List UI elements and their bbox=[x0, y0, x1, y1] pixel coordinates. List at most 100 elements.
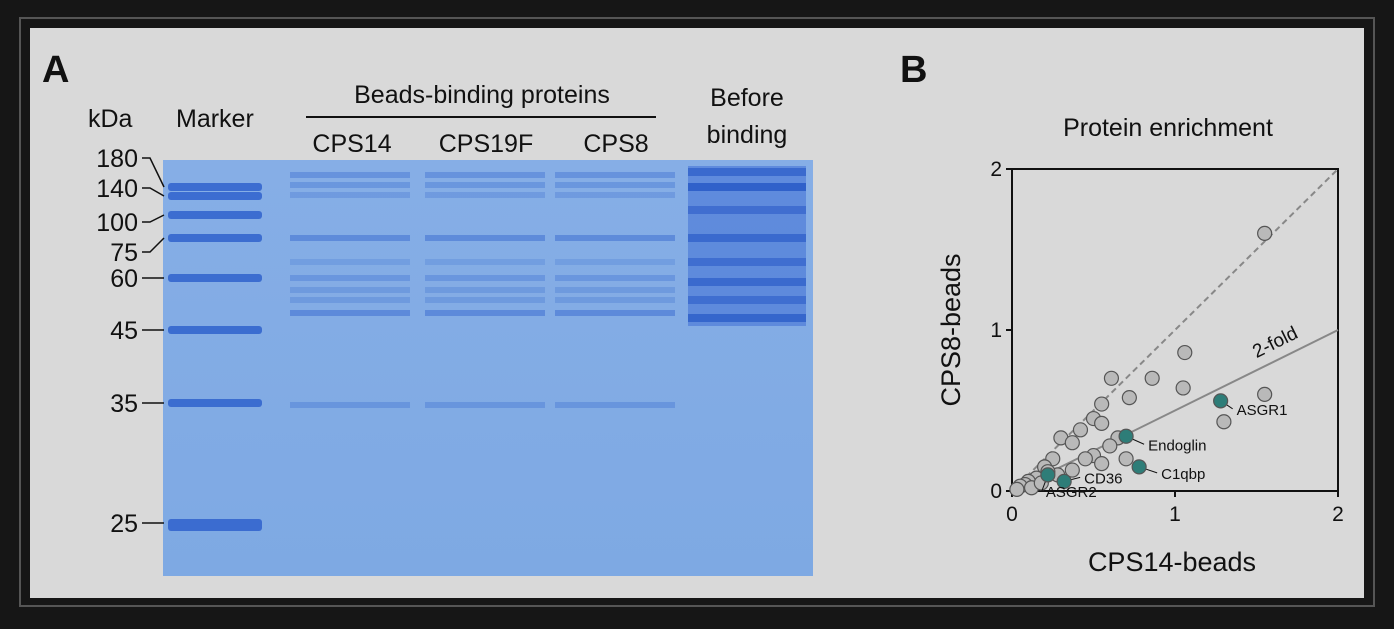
gel-band bbox=[425, 297, 545, 303]
point-label: ASGR1 bbox=[1237, 402, 1288, 419]
gel-band bbox=[555, 402, 675, 408]
chart-title: Protein enrichment bbox=[1063, 114, 1273, 142]
gel bbox=[163, 160, 813, 576]
unit-label: kDa bbox=[88, 105, 133, 133]
point-label: C1qbp bbox=[1161, 466, 1205, 483]
marker-size-label: 75 bbox=[110, 239, 138, 267]
marker-label: Marker bbox=[176, 105, 254, 133]
lane-label: CPS8 bbox=[583, 130, 648, 158]
point-label: CD36 bbox=[1084, 470, 1122, 487]
data-point bbox=[1072, 422, 1089, 438]
data-point bbox=[1094, 396, 1110, 412]
group-label: Beads-binding proteins bbox=[354, 81, 610, 109]
gel-band bbox=[168, 519, 262, 531]
marker-size-label: 35 bbox=[110, 390, 138, 418]
gel-band bbox=[555, 182, 675, 188]
gel-band bbox=[555, 172, 675, 178]
data-point bbox=[1056, 473, 1072, 489]
data-point bbox=[1077, 451, 1093, 467]
gel-band bbox=[555, 297, 675, 303]
gel-band bbox=[425, 259, 545, 265]
panel-letter: B bbox=[900, 49, 927, 91]
data-point bbox=[1040, 467, 1056, 483]
data-point bbox=[1257, 386, 1273, 402]
gel-band bbox=[290, 259, 410, 265]
gel-band bbox=[425, 192, 545, 198]
gel-band bbox=[555, 235, 675, 241]
point-label: ASGR2 bbox=[1046, 484, 1097, 501]
gel-band bbox=[688, 206, 806, 214]
data-point bbox=[1064, 435, 1080, 451]
gel-band bbox=[688, 168, 806, 176]
gel-band bbox=[425, 182, 545, 188]
marker-size-label: 180 bbox=[96, 145, 138, 173]
gel-band bbox=[688, 278, 806, 286]
data-point bbox=[1131, 459, 1147, 475]
gel-band bbox=[555, 259, 675, 265]
gel-band bbox=[688, 258, 806, 266]
marker-size-label: 25 bbox=[110, 510, 138, 538]
marker-size-label: 100 bbox=[96, 209, 138, 237]
x-axis-label: CPS14-beads bbox=[1088, 547, 1256, 577]
gel-band bbox=[555, 310, 675, 316]
data-point bbox=[1102, 438, 1118, 454]
reference-line bbox=[1011, 168, 1339, 492]
gel-band bbox=[168, 192, 262, 200]
gel-band bbox=[290, 287, 410, 293]
gel-band bbox=[688, 296, 806, 304]
gel-band bbox=[290, 310, 410, 316]
y-axis-label: CPS8-beads bbox=[936, 253, 966, 406]
gel-band bbox=[290, 297, 410, 303]
gel-band bbox=[290, 172, 410, 178]
gel-band bbox=[555, 192, 675, 198]
data-point bbox=[1094, 456, 1110, 472]
y-tick-label: 1 bbox=[990, 319, 1002, 342]
marker-leader bbox=[142, 187, 165, 197]
data-point bbox=[1175, 380, 1191, 396]
data-point bbox=[1144, 370, 1160, 386]
data-point bbox=[1009, 481, 1025, 497]
data-point bbox=[1177, 344, 1193, 361]
marker-size-label: 140 bbox=[96, 175, 138, 203]
lane-label: Before bbox=[710, 84, 784, 112]
data-point bbox=[1103, 370, 1120, 386]
gel-band bbox=[425, 172, 545, 178]
point-label: Endoglin bbox=[1148, 437, 1206, 454]
data-point bbox=[1118, 451, 1134, 467]
gel-band bbox=[425, 235, 545, 241]
gel-band bbox=[168, 234, 262, 242]
data-point bbox=[1216, 414, 1232, 430]
panel-letter: A bbox=[42, 49, 69, 91]
gel-band bbox=[290, 192, 410, 198]
data-point bbox=[1118, 428, 1134, 444]
gel-band bbox=[425, 275, 545, 281]
reference-line bbox=[1011, 329, 1339, 492]
gel-band bbox=[168, 274, 262, 282]
outer-frame bbox=[19, 17, 1375, 607]
data-point bbox=[1213, 393, 1229, 409]
marker-leader bbox=[142, 237, 165, 253]
gel-band bbox=[290, 275, 410, 281]
gel-band bbox=[688, 234, 806, 242]
gel-band bbox=[425, 310, 545, 316]
marker-size-label: 60 bbox=[110, 265, 138, 293]
gel-band bbox=[688, 314, 806, 322]
lane-label: CPS19F bbox=[439, 130, 533, 158]
gel-band bbox=[290, 182, 410, 188]
gel-band bbox=[290, 235, 410, 241]
y-tick-label: 2 bbox=[990, 158, 1002, 181]
gel-band bbox=[168, 211, 262, 219]
data-point bbox=[1094, 415, 1110, 431]
gel-band bbox=[168, 183, 262, 191]
lane-label: binding bbox=[707, 121, 788, 149]
y-tick-label: 0 bbox=[990, 480, 1002, 503]
gel-band bbox=[425, 402, 545, 408]
x-tick-label: 1 bbox=[1169, 503, 1181, 526]
marker-leader bbox=[142, 214, 165, 223]
gel-band bbox=[555, 287, 675, 293]
data-point bbox=[1064, 462, 1080, 478]
lane-label: CPS14 bbox=[312, 130, 391, 158]
gel-band bbox=[168, 326, 262, 334]
data-point bbox=[1121, 390, 1137, 406]
gel-band bbox=[290, 402, 410, 408]
